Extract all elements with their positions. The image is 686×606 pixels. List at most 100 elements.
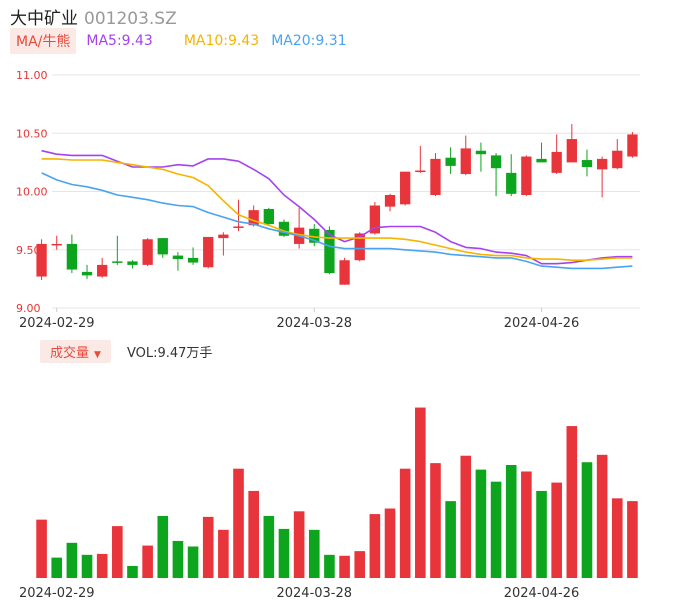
candle [309,224,320,247]
volume-bar [142,545,153,578]
candle-body [384,194,396,207]
candle [142,238,153,267]
ma20-legend: MA20:9.31 [271,33,347,49]
candle-body [51,243,62,246]
volume-bar [339,555,350,578]
volume-bar [172,540,184,578]
volume-bar [430,463,441,578]
volume-bar [66,542,78,578]
volume-bar [233,468,244,578]
volume-bar [627,501,638,578]
candle-body [172,255,184,260]
volume-bar [596,454,608,578]
candle [551,134,562,175]
candle-body [263,208,274,225]
candle [81,264,93,279]
candle [490,153,502,197]
candle [218,232,229,256]
candle [51,235,62,250]
candle [187,247,199,265]
x-tick-label: 2024-02-29 [19,586,95,601]
candle [339,257,350,285]
volume-bar [278,528,290,578]
x-tick-label: 2024-04-26 [504,316,580,331]
candle-body [612,150,623,169]
x-tick-label: 2024-04-26 [504,586,580,601]
volume-bar [218,529,229,578]
candle-body [506,172,517,194]
y-tick-label: 9.00 [16,302,41,315]
candle [293,207,305,249]
candle-body [400,171,411,205]
ma20-line [41,172,633,270]
volume-bar [551,482,562,578]
volume-bar [566,426,578,578]
candle [248,205,259,227]
volume-bar [415,407,426,578]
candle [384,193,396,212]
candle [475,142,487,172]
candle-body [112,261,123,263]
volume-bar [202,516,214,578]
volume-bar [187,546,199,578]
volume-bar [36,519,47,578]
candle-body [521,156,532,195]
volume-legend: 成交量 ▼ VOL:9.47万手 [40,339,212,363]
y-tick-label: 10.00 [16,186,48,199]
volume-bar [475,469,487,578]
candle-body [324,229,335,274]
candle-body [475,150,487,155]
candle-body [627,134,638,157]
volume-bar [293,511,305,578]
candle-body [97,264,108,277]
candle-body [581,160,593,168]
volume-bar [96,553,108,578]
candle [369,201,381,235]
candle-body [248,210,259,226]
candle-body [233,226,244,228]
volume-bar [521,471,532,578]
volume-bar [157,515,169,578]
candle-body [369,205,381,234]
x-tick-label: 2024-02-29 [19,316,95,331]
candle [506,154,517,197]
volume-bar [248,490,259,578]
stock-title: 大中矿业 001203.SZ [10,4,177,29]
volume-bar [263,515,275,578]
volume-bar [127,565,138,578]
volume-bar [399,468,411,578]
candle-body [490,155,502,169]
volume-bar [112,526,123,578]
volume-bar [308,529,320,578]
candle-body [339,260,350,285]
candle [127,260,138,269]
candle [521,155,532,197]
candle-body [354,233,365,261]
ma-type-selector[interactable]: MA/牛熊 [10,28,77,54]
candle-body [278,221,290,236]
candle [263,207,274,226]
candle [112,235,123,265]
volume-bar [581,462,593,578]
volume-bar [490,481,502,578]
ma-legend: MA/牛熊 MA5:9.43 MA10:9.43 MA20:9.31 [10,28,347,54]
candle [627,132,638,158]
volume-bar [611,498,623,578]
candle [278,219,290,237]
candle [536,142,547,163]
ma5-legend: MA5:9.43 [86,33,153,49]
candle-body [460,148,471,175]
candle-body [309,228,320,243]
volume-bar [81,554,93,578]
candle [445,147,456,175]
stock-name: 大中矿业 [10,9,78,29]
volume-indicator-selector[interactable]: 成交量 ▼ [40,339,111,363]
candle-body [127,261,138,265]
candle-body [36,243,47,277]
candle [36,239,47,281]
candle-body [187,257,199,263]
y-tick-label: 11.00 [16,69,48,82]
candle [203,236,214,269]
candle [157,238,168,258]
